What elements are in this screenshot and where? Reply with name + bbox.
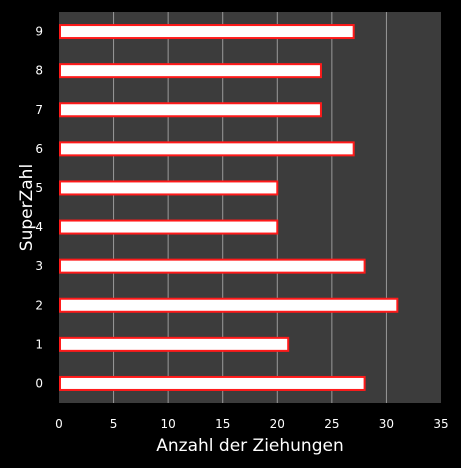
y-tick-label: 4 xyxy=(35,220,43,234)
y-tick-label: 3 xyxy=(35,259,43,273)
bars-group xyxy=(59,24,399,391)
bar-8 xyxy=(59,63,322,79)
bar-1 xyxy=(59,336,290,352)
x-tick-label: 25 xyxy=(324,417,339,431)
y-axis-title: SuperZahl xyxy=(17,164,37,251)
x-tick-label: 30 xyxy=(379,417,394,431)
x-tick-label: 20 xyxy=(270,417,285,431)
bar-0 xyxy=(59,375,366,391)
y-tick-labels: 0 1 2 3 4 5 6 7 8 9 xyxy=(35,25,43,391)
y-tick-label: 9 xyxy=(35,25,43,39)
y-tick-label: 6 xyxy=(35,142,43,156)
bar-9 xyxy=(59,24,355,40)
bar-7 xyxy=(59,102,322,118)
y-tick-label: 2 xyxy=(35,298,43,312)
x-tick-label: 0 xyxy=(55,417,63,431)
y-tick-label: 0 xyxy=(35,376,43,390)
bar-4 xyxy=(59,219,279,235)
x-tick-label: 35 xyxy=(433,417,448,431)
y-tick-label: 5 xyxy=(35,181,43,195)
bar-3 xyxy=(59,258,366,274)
x-tick-labels: 0 5 10 15 20 25 30 35 xyxy=(55,417,448,431)
bar-5 xyxy=(59,180,279,196)
x-tick-label: 15 xyxy=(215,417,230,431)
y-tick-label: 7 xyxy=(35,103,43,117)
bar-6 xyxy=(59,141,355,157)
x-tick-label: 10 xyxy=(161,417,176,431)
y-tick-label: 8 xyxy=(35,64,43,78)
x-tick-label: 5 xyxy=(110,417,118,431)
bar-2 xyxy=(59,297,399,313)
y-tick-label: 1 xyxy=(35,337,43,351)
x-axis-title: Anzahl der Ziehungen xyxy=(156,436,343,456)
